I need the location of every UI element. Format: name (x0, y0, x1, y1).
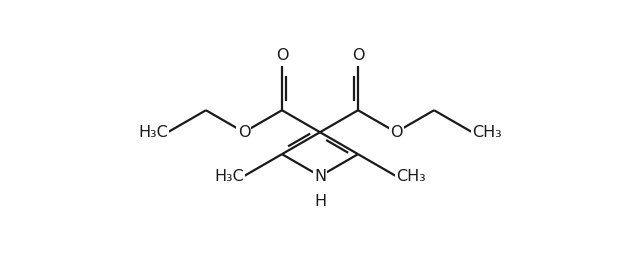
Text: O: O (237, 125, 250, 140)
Text: O: O (276, 48, 288, 63)
Text: CH₃: CH₃ (472, 125, 502, 140)
Text: H: H (314, 194, 326, 209)
Text: CH₃: CH₃ (396, 169, 426, 184)
Text: H₃C: H₃C (214, 169, 244, 184)
Text: N: N (314, 169, 326, 184)
Text: O: O (352, 48, 364, 63)
Text: H₃C: H₃C (138, 125, 168, 140)
Text: O: O (390, 125, 403, 140)
